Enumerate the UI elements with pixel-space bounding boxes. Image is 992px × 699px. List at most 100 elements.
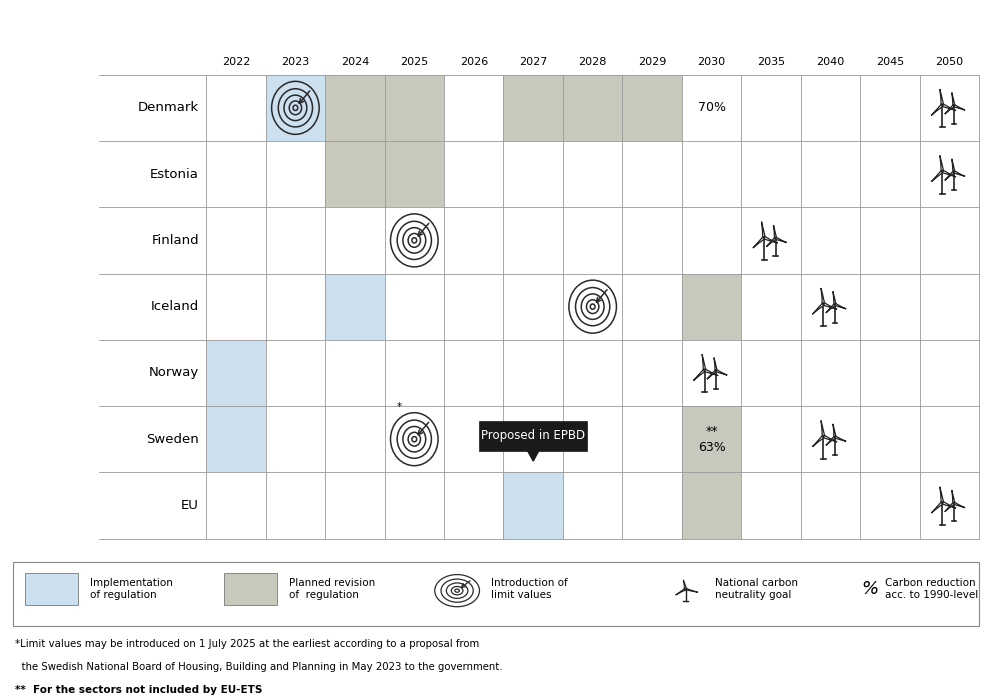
Polygon shape — [767, 237, 776, 247]
Text: 2035: 2035 — [757, 57, 785, 67]
Bar — [325, 75, 385, 141]
Polygon shape — [826, 436, 835, 445]
Polygon shape — [931, 502, 943, 513]
Bar — [206, 340, 266, 406]
Polygon shape — [683, 580, 686, 589]
Text: Finland: Finland — [152, 234, 199, 247]
Text: Sweden: Sweden — [147, 433, 199, 446]
Polygon shape — [707, 370, 717, 379]
Bar — [682, 273, 741, 340]
Polygon shape — [834, 303, 846, 309]
Bar — [206, 406, 266, 473]
Circle shape — [822, 435, 824, 438]
Text: 70%: 70% — [697, 101, 725, 115]
Polygon shape — [714, 358, 717, 371]
Text: 2024: 2024 — [340, 57, 369, 67]
Polygon shape — [942, 170, 956, 177]
Text: 2026: 2026 — [459, 57, 488, 67]
Polygon shape — [823, 435, 837, 442]
Polygon shape — [939, 155, 943, 171]
Text: 2022: 2022 — [222, 57, 250, 67]
Polygon shape — [753, 236, 765, 248]
Bar — [504, 473, 562, 539]
Text: Estonia: Estonia — [150, 168, 199, 180]
Polygon shape — [951, 490, 955, 503]
Text: the Swedish National Board of Housing, Building and Planning in May 2023 to the : the Swedish National Board of Housing, B… — [15, 662, 502, 672]
Polygon shape — [676, 589, 686, 595]
Polygon shape — [685, 589, 697, 592]
Text: *Limit values may be introduced on 1 July 2025 at the earliest according to a pr: *Limit values may be introduced on 1 Jul… — [15, 639, 479, 649]
Polygon shape — [951, 159, 955, 172]
Text: Denmark: Denmark — [138, 101, 199, 115]
Bar — [325, 141, 385, 207]
Circle shape — [834, 303, 836, 305]
Text: Implementation
of regulation: Implementation of regulation — [89, 579, 173, 600]
Polygon shape — [939, 487, 943, 503]
Text: Introduction of
limit values: Introduction of limit values — [491, 579, 567, 600]
Text: %: % — [862, 580, 879, 598]
Text: **
63%: ** 63% — [697, 425, 725, 454]
Bar — [385, 75, 444, 141]
Bar — [562, 75, 622, 141]
Bar — [325, 273, 385, 340]
Polygon shape — [775, 237, 787, 243]
Polygon shape — [834, 436, 846, 442]
Text: 2025: 2025 — [400, 57, 429, 67]
Bar — [504, 75, 562, 141]
Text: Iceland: Iceland — [151, 300, 199, 313]
Circle shape — [684, 588, 687, 590]
Polygon shape — [944, 105, 954, 114]
Polygon shape — [821, 421, 824, 437]
Polygon shape — [931, 171, 943, 182]
Text: Carbon reduction
acc. to 1990-level: Carbon reduction acc. to 1990-level — [885, 579, 978, 600]
Polygon shape — [944, 503, 954, 512]
Polygon shape — [762, 222, 765, 238]
Circle shape — [715, 370, 717, 372]
Polygon shape — [702, 354, 705, 370]
FancyBboxPatch shape — [479, 421, 587, 451]
Polygon shape — [821, 288, 824, 304]
Polygon shape — [715, 370, 727, 375]
Polygon shape — [833, 291, 836, 305]
Text: EU: EU — [182, 499, 199, 512]
Circle shape — [822, 303, 824, 305]
Circle shape — [834, 436, 836, 438]
Circle shape — [953, 171, 954, 173]
Polygon shape — [939, 89, 943, 106]
Text: National carbon
neutrality goal: National carbon neutrality goal — [714, 579, 798, 600]
Text: *: * — [397, 402, 402, 412]
Text: 2027: 2027 — [519, 57, 548, 67]
Text: 2028: 2028 — [578, 57, 607, 67]
Polygon shape — [527, 449, 540, 461]
Polygon shape — [953, 171, 965, 176]
Circle shape — [941, 502, 943, 504]
Polygon shape — [944, 171, 954, 180]
Text: **  For the sectors not included by EU-ETS: ** For the sectors not included by EU-ET… — [15, 685, 262, 696]
Polygon shape — [953, 502, 965, 507]
Bar — [682, 406, 741, 473]
Text: 2050: 2050 — [935, 57, 963, 67]
Text: 2040: 2040 — [816, 57, 844, 67]
Polygon shape — [704, 369, 718, 375]
Text: 2023: 2023 — [282, 57, 310, 67]
Circle shape — [775, 237, 777, 239]
Polygon shape — [823, 303, 837, 310]
Circle shape — [953, 503, 954, 504]
Polygon shape — [774, 225, 777, 238]
Circle shape — [953, 105, 954, 106]
Polygon shape — [812, 303, 824, 315]
Text: 2045: 2045 — [876, 57, 904, 67]
Polygon shape — [942, 103, 956, 110]
Bar — [224, 573, 278, 605]
Polygon shape — [812, 435, 824, 447]
Text: Norway: Norway — [149, 366, 199, 380]
Polygon shape — [693, 369, 705, 380]
Polygon shape — [942, 501, 956, 508]
Polygon shape — [833, 424, 836, 437]
Polygon shape — [764, 236, 778, 243]
Text: 2030: 2030 — [697, 57, 725, 67]
Circle shape — [941, 171, 943, 173]
Circle shape — [703, 369, 705, 371]
Bar — [682, 473, 741, 539]
Bar — [385, 141, 444, 207]
